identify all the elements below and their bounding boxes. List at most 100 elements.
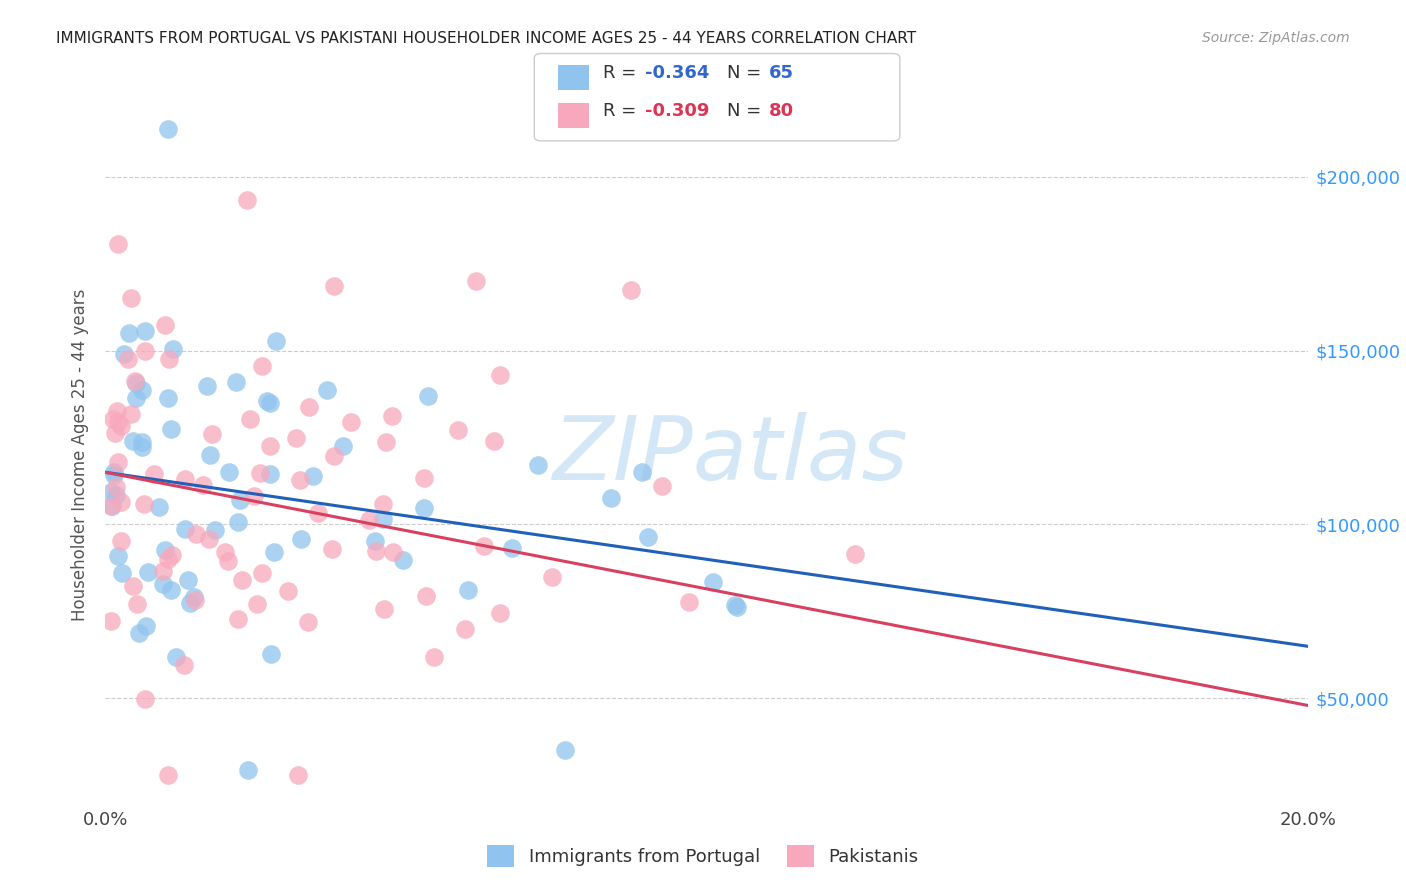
Point [183,590,205,604]
Point [260,647,283,661]
Point [160,422,183,436]
Point [105,403,128,417]
Point [152,577,174,591]
Legend: Immigrants from Portugal, Pakistanis: Immigrants from Portugal, Pakistanis [479,838,927,874]
Text: -0.364: -0.364 [645,64,710,82]
Point [472,539,495,553]
Point [193,478,215,492]
Point [226,612,249,626]
Point [371,512,394,526]
Text: IMMIGRANTS FROM PORTUGAL VS PAKISTANI HOUSEHOLDER INCOME AGES 25 - 44 YEARS CORR: IMMIGRANTS FROM PORTUGAL VS PAKISTANI HO… [56,31,917,46]
Point [179,596,201,610]
Point [725,599,748,614]
Point [447,424,470,438]
Point [107,455,129,469]
Point [527,458,550,472]
Text: ZIPatlas: ZIPatlas [553,412,908,498]
Point [250,359,273,373]
Point [363,534,385,549]
Point [131,384,153,398]
Point [100,484,122,499]
Point [541,570,564,584]
Point [156,122,179,136]
Point [678,594,700,608]
Point [228,492,250,507]
Point [382,544,405,558]
Point [454,623,477,637]
Point [298,400,321,414]
Point [259,396,281,410]
Point [110,495,132,509]
Point [162,342,184,356]
Point [103,468,125,483]
Point [373,601,395,615]
Text: Source: ZipAtlas.com: Source: ZipAtlas.com [1202,31,1350,45]
Point [110,533,132,548]
Point [157,551,180,566]
Point [243,489,266,503]
Point [198,532,221,546]
Point [120,407,142,421]
Point [148,500,170,514]
Point [702,575,724,590]
Point [249,466,271,480]
Point [201,427,224,442]
Point [132,497,155,511]
Point [135,619,157,633]
Point [290,532,312,546]
Point [217,554,239,568]
Point [128,626,150,640]
Point [364,544,387,558]
Point [153,542,176,557]
Point [131,434,153,449]
Point [259,439,281,453]
Point [165,650,187,665]
Text: -0.309: -0.309 [645,103,710,120]
Point [118,326,141,340]
Text: 80: 80 [769,103,794,120]
Point [103,465,125,479]
Point [651,479,673,493]
Point [600,491,623,506]
Point [143,467,166,481]
Point [157,351,180,366]
Point [134,325,156,339]
Point [125,598,148,612]
Point [162,549,184,563]
Point [340,416,363,430]
Point [218,465,240,479]
Point [120,291,142,305]
Point [110,419,132,434]
Point [250,566,273,580]
Point [236,193,259,207]
Point [105,488,128,502]
Point [285,431,308,445]
Text: R =: R = [603,64,643,82]
Point [277,583,299,598]
Point [371,497,394,511]
Point [125,391,148,405]
Point [214,545,236,559]
Point [844,547,866,561]
Point [104,480,127,494]
Text: N =: N = [727,64,766,82]
Point [107,236,129,251]
Point [134,692,156,706]
Point [297,615,319,629]
Point [134,344,156,359]
Point [174,522,197,536]
Point [357,513,380,527]
Point [124,374,146,388]
Point [100,614,122,628]
Point [488,368,510,382]
Point [239,412,262,426]
Point [256,394,278,409]
Point [231,574,253,588]
Point [307,506,329,520]
Point [156,768,179,782]
Point [236,763,259,777]
Point [121,434,143,448]
Point [374,435,396,450]
Point [288,473,311,487]
Point [501,541,523,556]
